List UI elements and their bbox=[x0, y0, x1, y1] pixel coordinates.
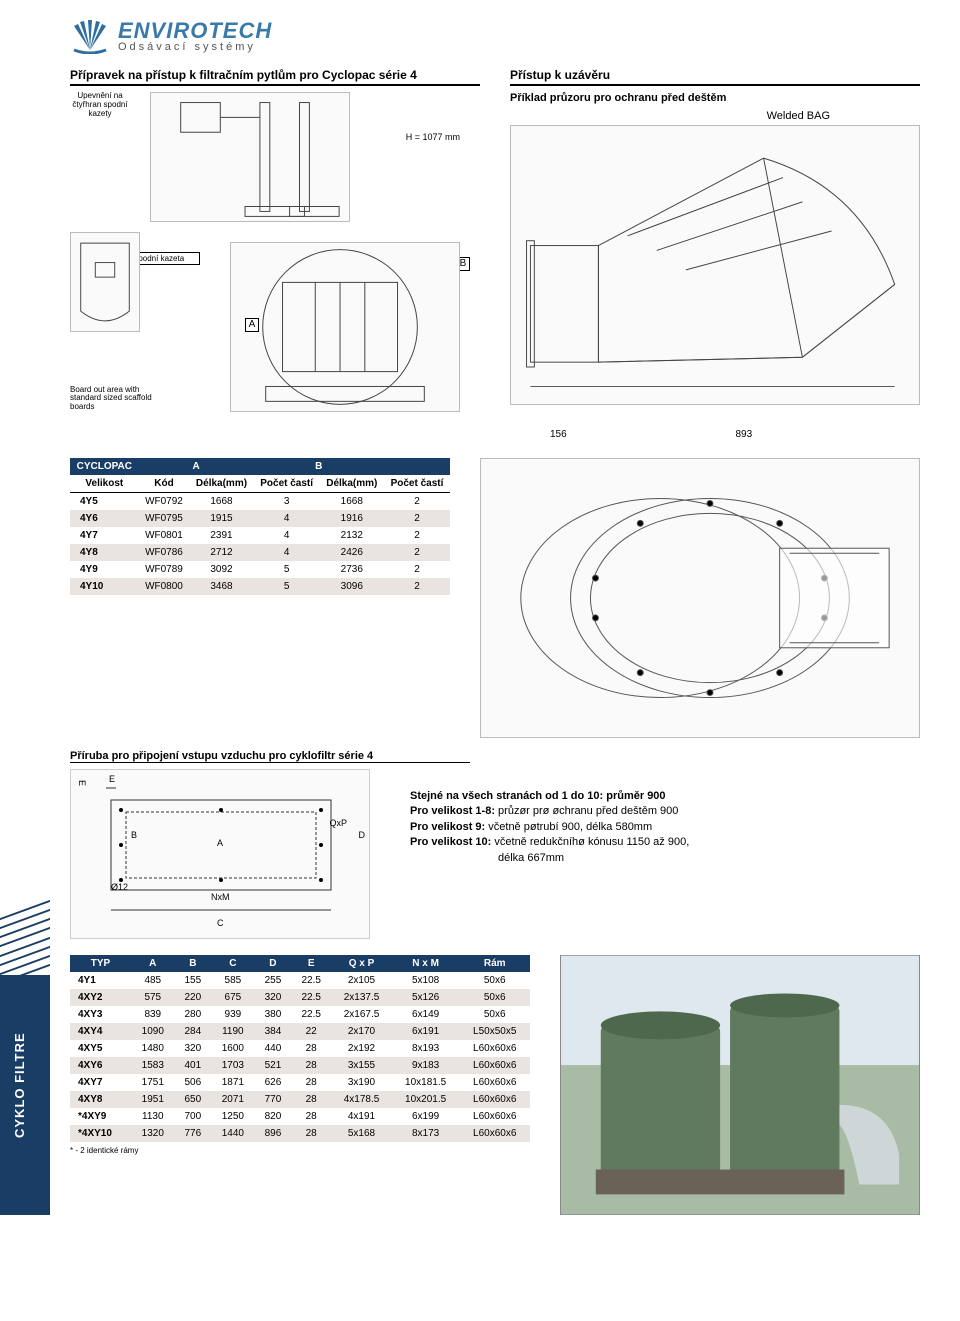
dim-h: H = 1077 mm bbox=[406, 132, 460, 142]
product-photo bbox=[560, 955, 920, 1215]
section2-title: Přístup k uzávěru bbox=[510, 68, 920, 86]
table-row: 4XY615834011703521283x1559x183L60x60x6 bbox=[70, 1057, 530, 1074]
welded-label: Welded BAG bbox=[767, 110, 830, 122]
dim-156: 156 bbox=[550, 429, 567, 440]
section2-subtitle: Příklad průzoru pro ochranu před deštěm bbox=[510, 92, 920, 104]
lbl-qxp: QxP bbox=[329, 818, 347, 828]
diagram-cowl bbox=[510, 125, 920, 405]
lbl-o12: Ø12 bbox=[111, 882, 128, 892]
callout-top: Upevnění na čtyřhran spodní kazety bbox=[70, 92, 130, 118]
table-row: 4XY717515061871626283x19010x181.5L60x60x… bbox=[70, 1074, 530, 1091]
t1-h-cyclopac: CYCLOPAC bbox=[70, 458, 139, 475]
table-row: 4Y148515558525522.52x1055x10850x6 bbox=[70, 972, 530, 989]
dim-893: 893 bbox=[736, 429, 753, 440]
table-row: 4XY410902841190384222x1706x191L50x50x5 bbox=[70, 1023, 530, 1040]
table-row: 4XY257522067532022.52x137.55x12650x6 bbox=[70, 989, 530, 1006]
diagram-bracket bbox=[150, 92, 350, 222]
logo-sub: Odsávací systémy bbox=[118, 42, 272, 53]
table-row: 4XY819516502071770284x178.510x201.5L60x6… bbox=[70, 1091, 530, 1108]
left-diagram-area: Upevnění na čtyřhran spodní kazety H = 1… bbox=[70, 92, 480, 422]
table-row: 4XY383928093938022.52x167.56x14950x6 bbox=[70, 1006, 530, 1023]
table-row: 4Y8WF07862712424262 bbox=[70, 544, 450, 561]
diagram-air-inlet-round bbox=[480, 458, 920, 738]
fan-icon bbox=[70, 20, 110, 54]
table-row: *4XY1013207761440896285x1688x173L60x60x6 bbox=[70, 1125, 530, 1142]
dim-a: A bbox=[245, 318, 259, 332]
lbl-e: E bbox=[109, 774, 115, 784]
table-cyclopac: CYCLOPAC A B Velikost Kód Délka(mm) Poče… bbox=[70, 458, 450, 595]
table-row: 4Y5WF07921668316682 bbox=[70, 493, 450, 511]
lbl-e2: E bbox=[77, 780, 87, 786]
callout-bot: Board out area with standard sized scaff… bbox=[70, 386, 160, 412]
lbl-a: A bbox=[217, 838, 223, 848]
diagram-front bbox=[230, 242, 460, 412]
side-tab-label: CYKLO FILTRE bbox=[12, 1032, 27, 1138]
table-row: 4XY514803201600440282x1928x193L60x60x6 bbox=[70, 1040, 530, 1057]
table-row: 4Y10WF08003468530962 bbox=[70, 578, 450, 595]
lbl-b: B bbox=[131, 830, 137, 840]
diagram-side bbox=[70, 232, 140, 332]
logo-main: ENVIROTECH bbox=[118, 20, 272, 42]
flange-title: Příruba pro připojení vstupu vzduchu pro… bbox=[70, 750, 470, 763]
section1-title: Přípravek na přístup k filtračním pytlům… bbox=[70, 68, 480, 86]
callout-mid: Spodní kazeta bbox=[130, 252, 200, 265]
table-row: 4Y7WF08012391421322 bbox=[70, 527, 450, 544]
t1-subhead: Velikost Kód Délka(mm) Počet častí Délka… bbox=[70, 475, 450, 493]
right-diagram-area: Welded BAG 156 bbox=[510, 110, 920, 440]
table-row: 4Y9WF07893092527362 bbox=[70, 561, 450, 578]
diagram-flange-rect: E E A B C D QxP Ø12 NxM bbox=[70, 769, 370, 939]
lbl-d: D bbox=[359, 830, 366, 840]
flange-text: Stejné na všech stranách od 1 do 10: prů… bbox=[410, 789, 830, 866]
footnote: * - 2 identické rámy bbox=[70, 1146, 530, 1155]
lbl-nxm: NxM bbox=[211, 892, 230, 902]
table-row: *4XY911307001250820284x1916x199L60x60x6 bbox=[70, 1108, 530, 1125]
t1-h-b: B bbox=[254, 458, 384, 475]
lbl-c: C bbox=[217, 918, 224, 928]
table-typ: TYPABCDEQ x PN x MRám 4Y148515558525522.… bbox=[70, 955, 530, 1142]
t1-h-a: A bbox=[139, 458, 254, 475]
table-row: 4Y6WF07951915419162 bbox=[70, 510, 450, 527]
logo: ENVIROTECH Odsávací systémy bbox=[70, 20, 920, 54]
side-stripes-icon bbox=[0, 909, 50, 975]
